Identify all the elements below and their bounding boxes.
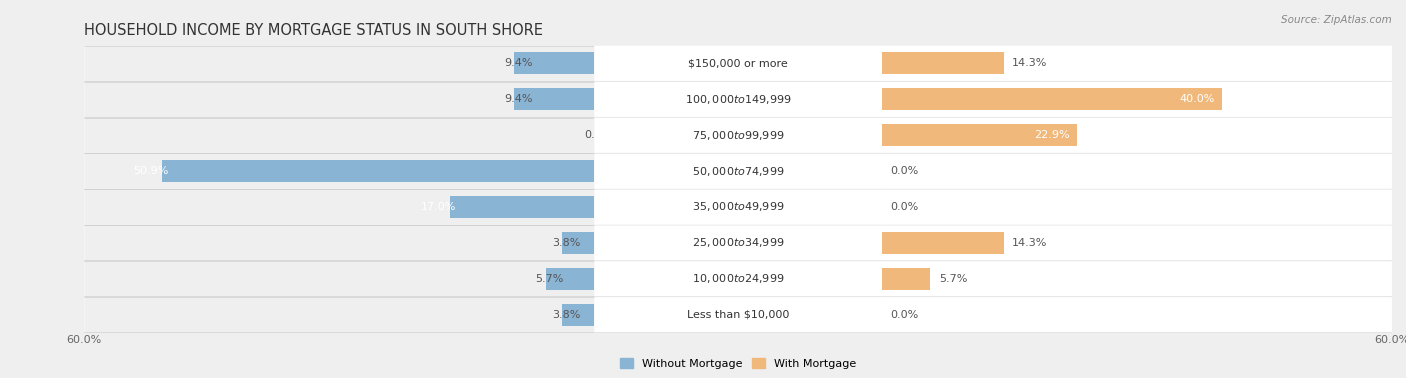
Text: 9.4%: 9.4% (505, 94, 533, 104)
FancyBboxPatch shape (882, 82, 1392, 117)
Text: 5.7%: 5.7% (536, 274, 564, 284)
Text: 50.9%: 50.9% (134, 166, 169, 176)
Bar (515, 88, 595, 110)
Text: 5.7%: 5.7% (939, 274, 967, 284)
FancyBboxPatch shape (0, 189, 84, 225)
Bar (882, 88, 1222, 110)
Text: 14.3%: 14.3% (1012, 58, 1047, 68)
FancyBboxPatch shape (595, 261, 882, 296)
FancyBboxPatch shape (595, 118, 882, 153)
Text: $100,000 to $149,999: $100,000 to $149,999 (685, 93, 792, 106)
Text: 22.9%: 22.9% (1035, 130, 1070, 140)
FancyBboxPatch shape (0, 153, 84, 189)
Bar (450, 196, 595, 218)
Text: HOUSEHOLD INCOME BY MORTGAGE STATUS IN SOUTH SHORE: HOUSEHOLD INCOME BY MORTGAGE STATUS IN S… (84, 23, 543, 38)
Text: $35,000 to $49,999: $35,000 to $49,999 (692, 200, 785, 214)
Bar (546, 268, 595, 290)
FancyBboxPatch shape (882, 118, 1392, 153)
FancyBboxPatch shape (882, 189, 1392, 225)
Text: $150,000 or more: $150,000 or more (689, 58, 787, 68)
Text: 14.3%: 14.3% (1012, 238, 1047, 248)
Bar (562, 232, 595, 254)
FancyBboxPatch shape (0, 82, 84, 117)
FancyBboxPatch shape (0, 297, 84, 332)
Text: 0.0%: 0.0% (890, 310, 918, 320)
Text: 3.8%: 3.8% (551, 310, 581, 320)
FancyBboxPatch shape (0, 46, 84, 81)
Text: Less than $10,000: Less than $10,000 (688, 310, 789, 320)
Bar (515, 52, 595, 74)
Text: 0.0%: 0.0% (890, 166, 918, 176)
FancyBboxPatch shape (882, 297, 1392, 332)
Text: 17.0%: 17.0% (422, 202, 457, 212)
FancyBboxPatch shape (882, 225, 1392, 260)
FancyBboxPatch shape (595, 153, 882, 189)
Bar (162, 160, 595, 182)
Bar (882, 52, 1004, 74)
FancyBboxPatch shape (595, 225, 882, 260)
Text: 9.4%: 9.4% (505, 58, 533, 68)
FancyBboxPatch shape (0, 118, 84, 153)
Bar (882, 232, 1004, 254)
Text: 3.8%: 3.8% (551, 238, 581, 248)
Text: Source: ZipAtlas.com: Source: ZipAtlas.com (1281, 15, 1392, 25)
Text: 0.0%: 0.0% (890, 202, 918, 212)
Text: 40.0%: 40.0% (1180, 94, 1215, 104)
Text: $10,000 to $24,999: $10,000 to $24,999 (692, 272, 785, 285)
Bar (562, 304, 595, 326)
Bar (882, 124, 1077, 146)
FancyBboxPatch shape (882, 153, 1392, 189)
FancyBboxPatch shape (0, 261, 84, 296)
FancyBboxPatch shape (0, 225, 84, 260)
FancyBboxPatch shape (595, 82, 882, 117)
Text: $25,000 to $34,999: $25,000 to $34,999 (692, 236, 785, 249)
FancyBboxPatch shape (595, 189, 882, 225)
Text: 0.0%: 0.0% (583, 130, 613, 140)
Bar (882, 268, 931, 290)
FancyBboxPatch shape (595, 46, 882, 81)
Text: $50,000 to $74,999: $50,000 to $74,999 (692, 164, 785, 178)
Text: $75,000 to $99,999: $75,000 to $99,999 (692, 129, 785, 142)
FancyBboxPatch shape (595, 297, 882, 332)
FancyBboxPatch shape (882, 261, 1392, 296)
Legend: Without Mortgage, With Mortgage: Without Mortgage, With Mortgage (620, 358, 856, 369)
FancyBboxPatch shape (882, 46, 1392, 81)
